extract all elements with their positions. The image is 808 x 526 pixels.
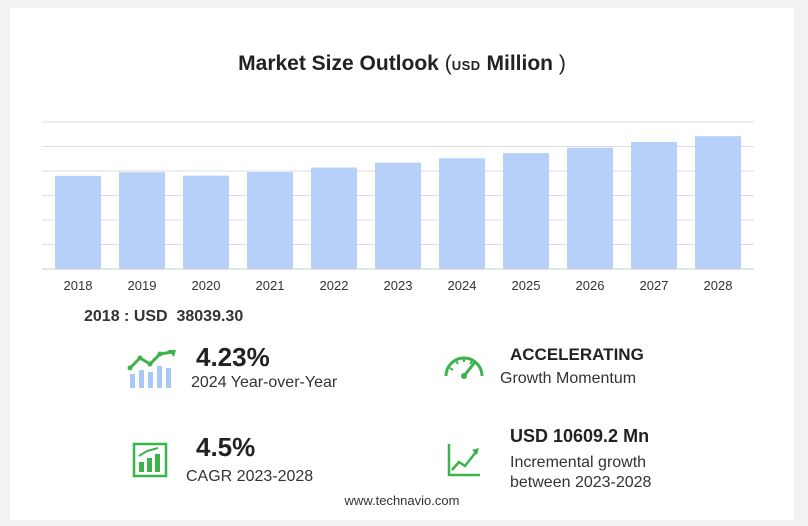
incremental-value: USD 10609.2 Mn (510, 426, 650, 446)
bar-growth-icon (132, 442, 168, 478)
growth-chart-icon (127, 350, 176, 388)
cagr-value: 4.5% (196, 432, 256, 462)
bar-2022[interactable] (311, 167, 357, 269)
x-tick-label: 2022 (320, 278, 349, 293)
bar-2024[interactable] (439, 158, 485, 269)
momentum-label: Growth Momentum (500, 370, 637, 387)
x-tick-label: 2027 (640, 278, 669, 293)
incremental-label-2: between 2023-2028 (510, 474, 652, 491)
x-tick-label: 2026 (576, 278, 605, 293)
x-tick-label: 2018 (64, 278, 93, 293)
bar-2023[interactable] (375, 162, 421, 269)
bar-2020[interactable] (183, 175, 229, 269)
title-paren-open: ( (444, 52, 452, 75)
x-tick-label: 2025 (512, 278, 541, 293)
x-tick-label: 2020 (192, 278, 221, 293)
chart-title-main: Market Size Outlook (238, 52, 439, 75)
bar-2018[interactable] (55, 175, 101, 269)
bar-2026[interactable] (567, 147, 613, 269)
line-growth-icon (447, 444, 480, 477)
bar-2027[interactable] (631, 142, 677, 269)
bar-2021[interactable] (247, 171, 293, 269)
chart-title: Market Size Outlook (USD Million ) (10, 52, 794, 76)
bar-chart: 2018 2019 2020 2021 2022 2023 2024 2025 2026 2027… (42, 121, 754, 293)
bar-2019[interactable] (119, 172, 165, 269)
x-tick-label: 2019 (128, 278, 157, 293)
bar-2028[interactable] (695, 136, 741, 269)
title-paren-close: ) (558, 52, 566, 75)
title-unit: USD (451, 58, 481, 73)
title-unit-word: Million (486, 52, 554, 75)
yoy-label: 2024 Year-over-Year (191, 374, 338, 391)
momentum-value: ACCELERATING (510, 345, 644, 364)
x-tick-label: 2021 (256, 278, 285, 293)
incremental-label-1: Incremental growth (510, 454, 647, 471)
yoy-value: 4.23% (196, 342, 270, 372)
x-tick-label: 2023 (384, 278, 413, 293)
chart-card: Market Size Outlook (USD Million ) 2018 2… (10, 8, 794, 520)
selected-value-label: 2018 : USD 38039.30 (84, 308, 244, 325)
x-tick-label: 2024 (448, 278, 477, 293)
speedometer-icon (444, 356, 484, 379)
x-tick-label: 2028 (704, 278, 733, 293)
cagr-label: CAGR 2023-2028 (186, 468, 314, 485)
bar-2025[interactable] (503, 153, 549, 269)
source-footer: www.technavio.com (344, 493, 460, 508)
